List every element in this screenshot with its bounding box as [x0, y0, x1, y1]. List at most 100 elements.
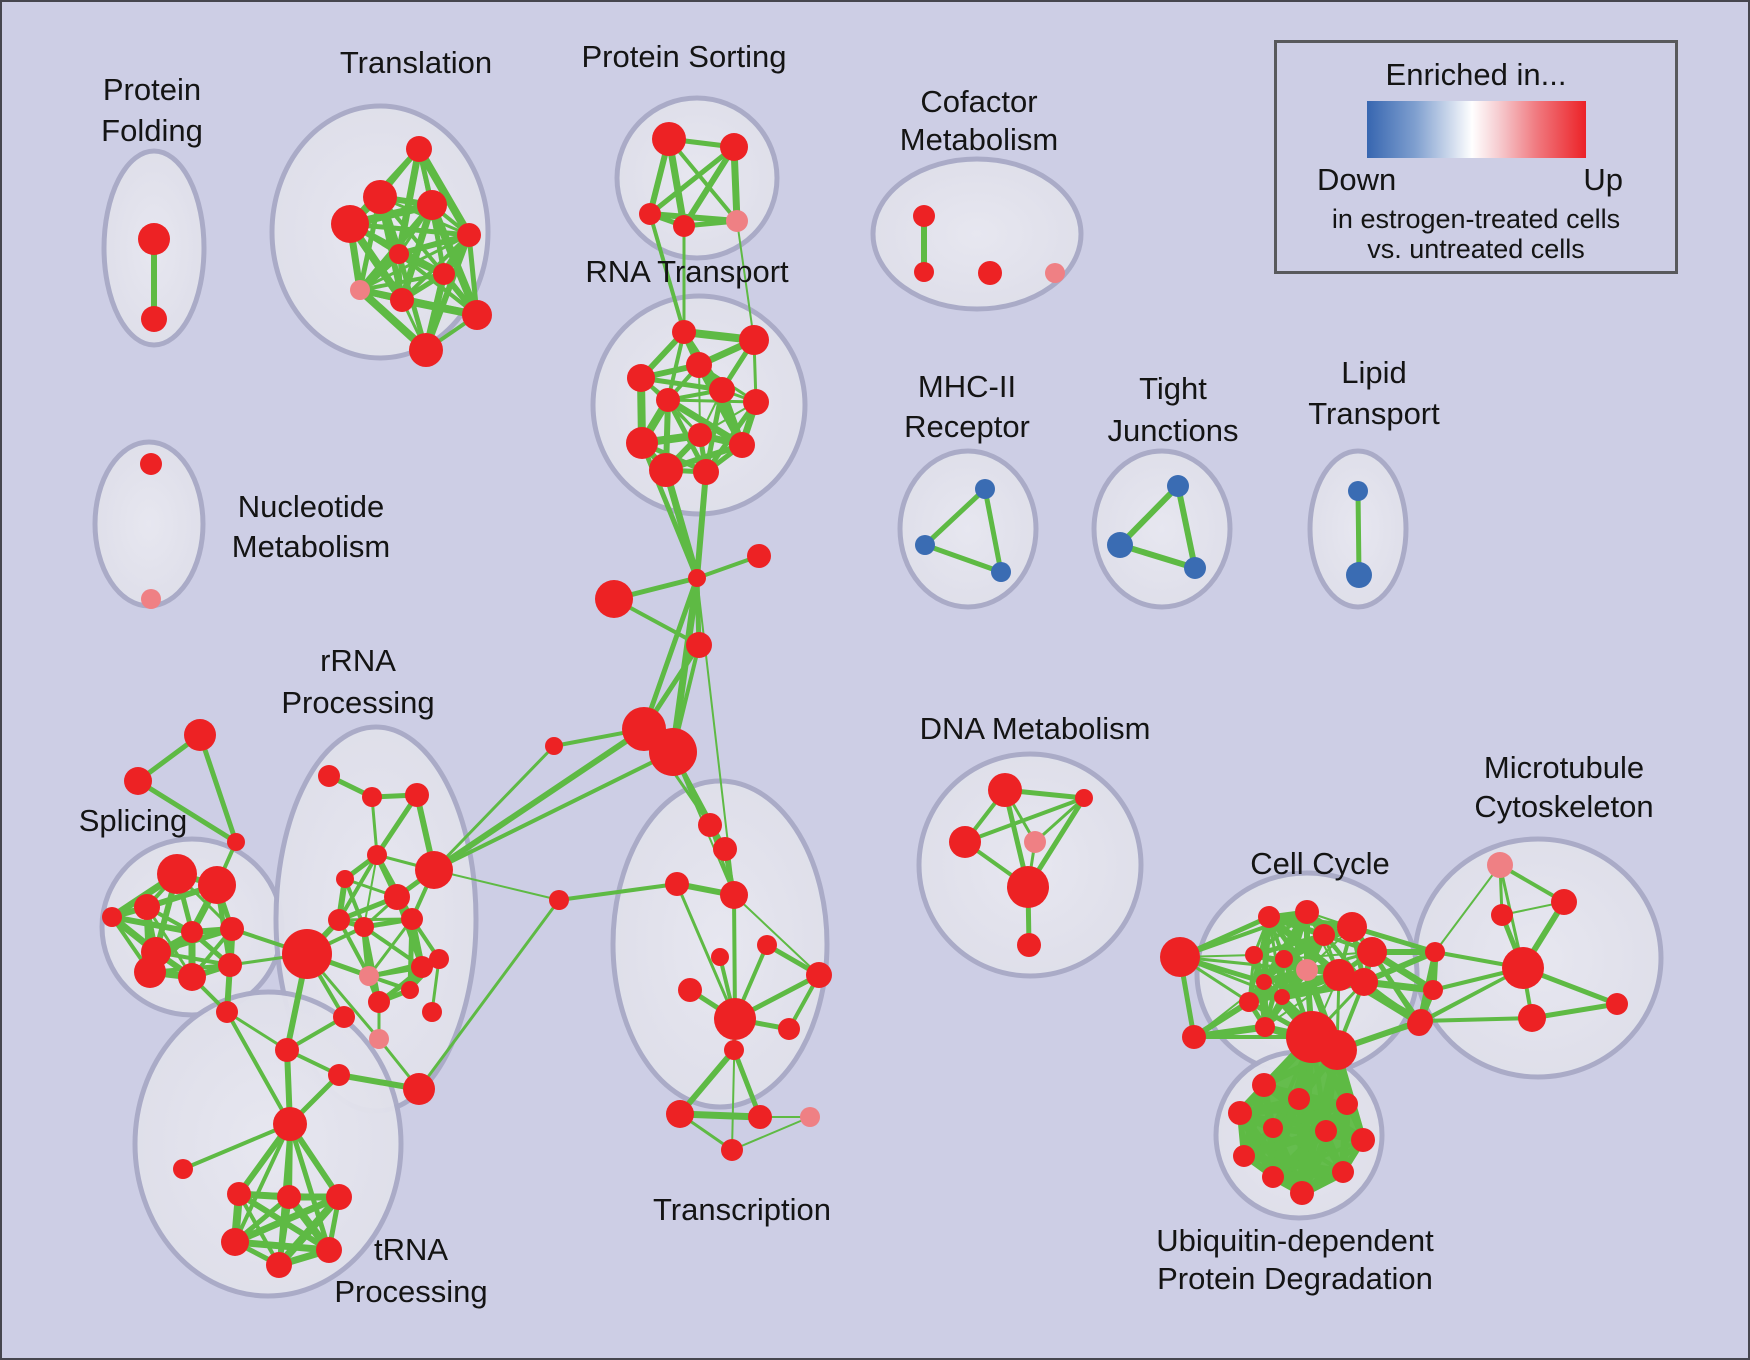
node-rt3[interactable] [686, 352, 712, 378]
node-rr9[interactable] [354, 917, 374, 937]
node-ub3[interactable] [1336, 1093, 1358, 1115]
node-br[interactable] [545, 737, 563, 755]
node-l[interactable] [173, 1159, 193, 1179]
node-sp9[interactable] [218, 953, 242, 977]
node-x1[interactable] [227, 1182, 251, 1206]
node-jr[interactable] [747, 544, 771, 568]
node-pf1[interactable] [138, 223, 170, 255]
node-mhc2[interactable] [915, 535, 935, 555]
node-cc2[interactable] [1258, 906, 1280, 928]
node-cc6[interactable] [1357, 937, 1387, 967]
node-sp4[interactable] [102, 907, 122, 927]
node-t3[interactable] [227, 833, 245, 851]
node-lt1[interactable] [1348, 481, 1368, 501]
node-nm1[interactable] [140, 453, 162, 475]
node-sp5[interactable] [181, 921, 203, 943]
node-ub5[interactable] [1263, 1118, 1283, 1138]
node-x5[interactable] [316, 1237, 342, 1263]
node-rr1[interactable] [318, 765, 340, 787]
node-tc5[interactable] [549, 890, 569, 910]
node-ub8[interactable] [1233, 1145, 1255, 1167]
node-rt6[interactable] [656, 388, 680, 412]
node-sp3[interactable] [134, 894, 160, 920]
node-rr14[interactable] [429, 949, 449, 969]
node-cc1[interactable] [1160, 937, 1200, 977]
node-rr3[interactable] [405, 783, 429, 807]
node-d3[interactable] [949, 826, 981, 858]
node-cc16[interactable] [1182, 1025, 1206, 1049]
node-tc13[interactable] [666, 1100, 694, 1128]
node-tc8[interactable] [806, 962, 832, 988]
node-ub10[interactable] [1290, 1181, 1314, 1205]
node-mt3[interactable] [1491, 904, 1513, 926]
node-tr4[interactable] [331, 205, 369, 243]
node-rr4[interactable] [367, 845, 387, 865]
node-tj3[interactable] [1184, 557, 1206, 579]
node-cf3[interactable] [978, 261, 1002, 285]
node-d1[interactable] [988, 773, 1022, 807]
node-d5[interactable] [1007, 866, 1049, 908]
node-t1[interactable] [184, 719, 216, 751]
node-tc6[interactable] [711, 948, 729, 966]
node-cc9[interactable] [1296, 959, 1318, 981]
node-ps2[interactable] [720, 133, 748, 161]
node-tc12[interactable] [724, 1040, 744, 1060]
node-a9[interactable] [369, 1029, 389, 1049]
node-nm2[interactable] [141, 589, 161, 609]
node-rr10[interactable] [401, 908, 423, 930]
node-rt10[interactable] [729, 432, 755, 458]
node-mt6[interactable] [1518, 1004, 1546, 1032]
node-tr9[interactable] [390, 288, 414, 312]
node-tc3[interactable] [665, 872, 689, 896]
node-ub7[interactable] [1351, 1128, 1375, 1152]
node-rr7[interactable] [384, 884, 410, 910]
node-tr7[interactable] [433, 263, 455, 285]
node-rr11[interactable] [282, 929, 332, 979]
node-mth[interactable] [1502, 947, 1544, 989]
node-x6[interactable] [266, 1252, 292, 1278]
node-tr5[interactable] [389, 244, 409, 264]
node-cf4[interactable] [1045, 263, 1065, 283]
node-ub6[interactable] [1315, 1120, 1337, 1142]
node-tr3[interactable] [417, 190, 447, 220]
node-ub1[interactable] [1252, 1073, 1276, 1097]
node-ps4[interactable] [673, 215, 695, 237]
node-tc11[interactable] [778, 1018, 800, 1040]
node-cc11[interactable] [1323, 959, 1355, 991]
node-rt5[interactable] [709, 377, 735, 403]
node-ps3[interactable] [639, 203, 661, 225]
node-rt1[interactable] [672, 320, 696, 344]
node-x4[interactable] [221, 1228, 249, 1256]
node-jc[interactable] [686, 632, 712, 658]
node-sp6[interactable] [220, 917, 244, 941]
node-rr2[interactable] [362, 787, 382, 807]
node-rt12[interactable] [693, 459, 719, 485]
node-h2[interactable] [649, 728, 697, 776]
node-rr8[interactable] [328, 909, 350, 931]
node-tc7[interactable] [757, 935, 777, 955]
node-a4[interactable] [333, 1006, 355, 1028]
node-sp11[interactable] [134, 956, 166, 988]
node-rt4[interactable] [627, 364, 655, 392]
node-cc10[interactable] [1256, 974, 1272, 990]
node-tr11[interactable] [409, 333, 443, 367]
node-rr16[interactable] [401, 981, 419, 999]
node-cc3[interactable] [1295, 900, 1319, 924]
node-rt9[interactable] [626, 427, 658, 459]
node-ps1[interactable] [652, 122, 686, 156]
node-d4[interactable] [1024, 831, 1046, 853]
node-cf1[interactable] [913, 205, 935, 227]
node-sp8[interactable] [178, 963, 206, 991]
node-sp10[interactable] [216, 1001, 238, 1023]
node-mhc1[interactable] [975, 479, 995, 499]
node-a2[interactable] [328, 1064, 350, 1086]
node-tc1[interactable] [698, 813, 722, 837]
node-mhc3[interactable] [991, 562, 1011, 582]
node-mt2[interactable] [1551, 889, 1577, 915]
node-cc15[interactable] [1255, 1017, 1275, 1037]
node-tj2[interactable] [1107, 532, 1133, 558]
node-uh2[interactable] [1317, 1030, 1357, 1070]
node-t2[interactable] [124, 767, 152, 795]
node-mt5[interactable] [1606, 993, 1628, 1015]
node-cc19[interactable] [1423, 980, 1443, 1000]
